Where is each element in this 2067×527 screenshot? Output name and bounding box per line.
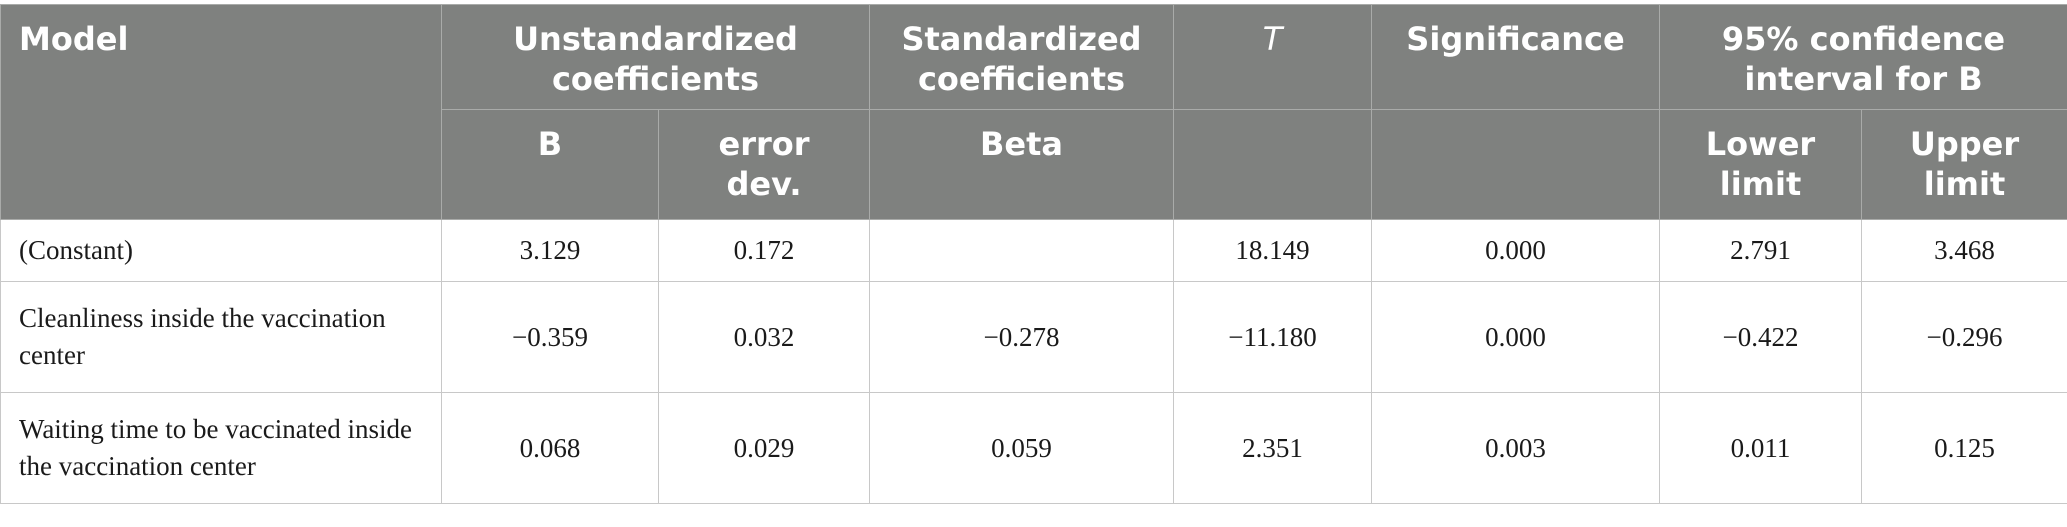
cell-model: (Constant) — [0, 219, 442, 282]
header-model: Model — [0, 4, 442, 220]
cell-error: 0.172 — [658, 219, 870, 282]
cell-upper: 3.468 — [1860, 219, 2067, 282]
header-lower-limit: Lower limit — [1659, 109, 1862, 220]
cell-model: Waiting time to be vaccinated inside the… — [0, 392, 442, 504]
header-t: T — [1173, 4, 1372, 110]
table-row: Cleanliness inside the vaccination cente… — [0, 281, 2067, 393]
cell-upper: 0.125 — [1860, 392, 2067, 504]
cell-significance: 0.003 — [1371, 392, 1660, 504]
cell-lower: 0.011 — [1659, 392, 1862, 504]
header-unstandardized: Unstandardized coefficients — [441, 4, 870, 110]
header-confidence-interval: 95% confidence interval for B — [1658, 4, 2067, 110]
coefficients-table-wrapper: Model Unstandardized coefficients Standa… — [0, 4, 2067, 504]
cell-beta: 0.059 — [869, 392, 1174, 504]
cell-lower: 2.791 — [1659, 219, 1862, 282]
header-b: B — [441, 109, 659, 220]
header-t-empty — [1173, 109, 1372, 220]
cell-error: 0.032 — [658, 281, 870, 393]
cell-model: Cleanliness inside the vaccination cente… — [0, 281, 442, 393]
table-row: Waiting time to be vaccinated inside the… — [0, 392, 2067, 504]
header-beta: Beta — [869, 109, 1174, 220]
cell-upper: −0.296 — [1860, 281, 2067, 393]
cell-significance: 0.000 — [1371, 219, 1660, 282]
coefficients-table: Model Unstandardized coefficients Standa… — [0, 4, 2067, 504]
table-row: (Constant) 3.129 0.172 18.149 0.000 2.79… — [0, 219, 2067, 282]
cell-t: 18.149 — [1173, 219, 1372, 282]
cell-beta: −0.278 — [869, 281, 1174, 393]
header-significance-empty — [1371, 109, 1660, 220]
cell-b: 3.129 — [441, 219, 659, 282]
cell-t: −11.180 — [1173, 281, 1372, 393]
header-row-2: B error dev. Beta Lower limit Upper limi… — [1, 109, 2067, 220]
cell-b: −0.359 — [441, 281, 659, 393]
cell-lower: −0.422 — [1659, 281, 1862, 393]
cell-b: 0.068 — [441, 392, 659, 504]
header-upper-limit: Upper limit — [1860, 109, 2067, 220]
cell-beta — [869, 219, 1174, 282]
header-row-1: Model Unstandardized coefficients Standa… — [0, 4, 2067, 220]
cell-t: 2.351 — [1173, 392, 1372, 504]
header-standardized: Standardized coefficients — [869, 4, 1174, 110]
cell-error: 0.029 — [658, 392, 870, 504]
cell-significance: 0.000 — [1371, 281, 1660, 393]
header-significance: Significance — [1371, 4, 1660, 110]
header-error-dev: error dev. — [658, 109, 870, 220]
